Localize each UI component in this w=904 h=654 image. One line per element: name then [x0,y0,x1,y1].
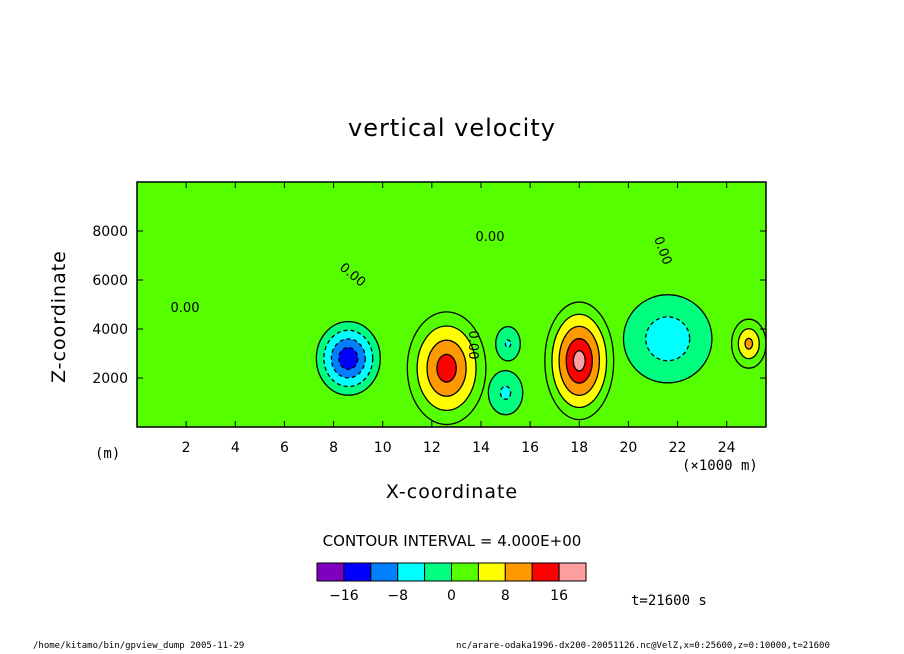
x-axis: 2 4 6 8 10 12 14 16 18 20 22 24 [182,182,736,456]
region-negative-4 [622,294,713,384]
contour-label: 0.00 [171,301,200,316]
y-axis: 2000 4000 6000 8000 [92,224,766,387]
contour-field [315,294,766,426]
region-negative-3 [315,320,381,396]
x-tick-label: 22 [669,440,687,456]
contour-label: 0.00 [476,230,505,245]
colorbar-swatch [451,562,479,582]
colorbar-swatch [558,562,587,582]
x-tick-label: 18 [570,440,588,456]
colorbar-label: 16 [550,588,568,604]
x-tick-label: 4 [231,440,240,456]
y-axis-label: Z-coordinate [48,250,70,383]
colorbar-label: −8 [387,588,408,604]
footer-right: nc/arare-odaka1996-dx200-20051126.nc@Vel… [456,641,830,651]
x-tick-label: 14 [472,440,490,456]
region-negative-6 [495,325,521,362]
contour-level-16 [572,350,586,372]
x-tick-label: 8 [329,440,338,456]
contour-level-12 [436,353,457,383]
region-positive-2 [730,318,766,369]
chart-title: vertical velocity [348,114,556,142]
x-tick-label: 2 [182,440,191,456]
contour-level--4 [504,339,512,349]
contour-level-8 [744,337,754,350]
region-positive-0 [544,301,615,421]
y-tick-label: 2000 [92,371,128,387]
colorbar-swatch [424,562,453,582]
y-axis-unit: (m) [95,446,121,462]
colorbar-swatch [504,562,533,582]
x-tick-label: 16 [521,440,539,456]
contour-level--12 [338,346,359,370]
colorbar-swatch [397,562,426,582]
x-tick-label: 24 [718,440,736,456]
colorbar-swatch [316,562,345,582]
time-label: t=21600 s [631,593,707,609]
colorbar-swatch [531,562,560,582]
colorbar-label: 0 [447,588,456,604]
plot-frame [136,181,767,428]
contour-level--4 [645,316,691,362]
x-tick-label: 20 [619,440,637,456]
contour-interval-label: CONTOUR INTERVAL = 4.000E+00 [322,532,582,550]
colorbar-label: 8 [501,588,510,604]
colorbar-swatch [370,562,399,582]
footer-left: /home/kitamo/bin/gpview_dump 2005-11-29 [33,641,245,651]
y-tick-label: 4000 [92,322,128,338]
colorbar: −16 −8 0 8 16 [316,562,587,604]
x-tick-label: 10 [374,440,392,456]
x-tick-label: 12 [423,440,441,456]
x-axis-unit: (×1000 m) [682,458,758,474]
colorbar-label: −16 [329,588,359,604]
y-tick-label: 6000 [92,273,128,289]
contour-level--4 [499,385,512,400]
colorbar-swatch [343,562,372,582]
contour-label: 0.00 [465,331,480,360]
colorbar-swatch [477,562,506,582]
x-axis-label: X-coordinate [385,481,519,503]
x-tick-label: 6 [280,440,289,456]
y-tick-label: 8000 [92,224,128,240]
region-negative-5 [487,370,524,416]
region-positive-1 [406,311,487,426]
